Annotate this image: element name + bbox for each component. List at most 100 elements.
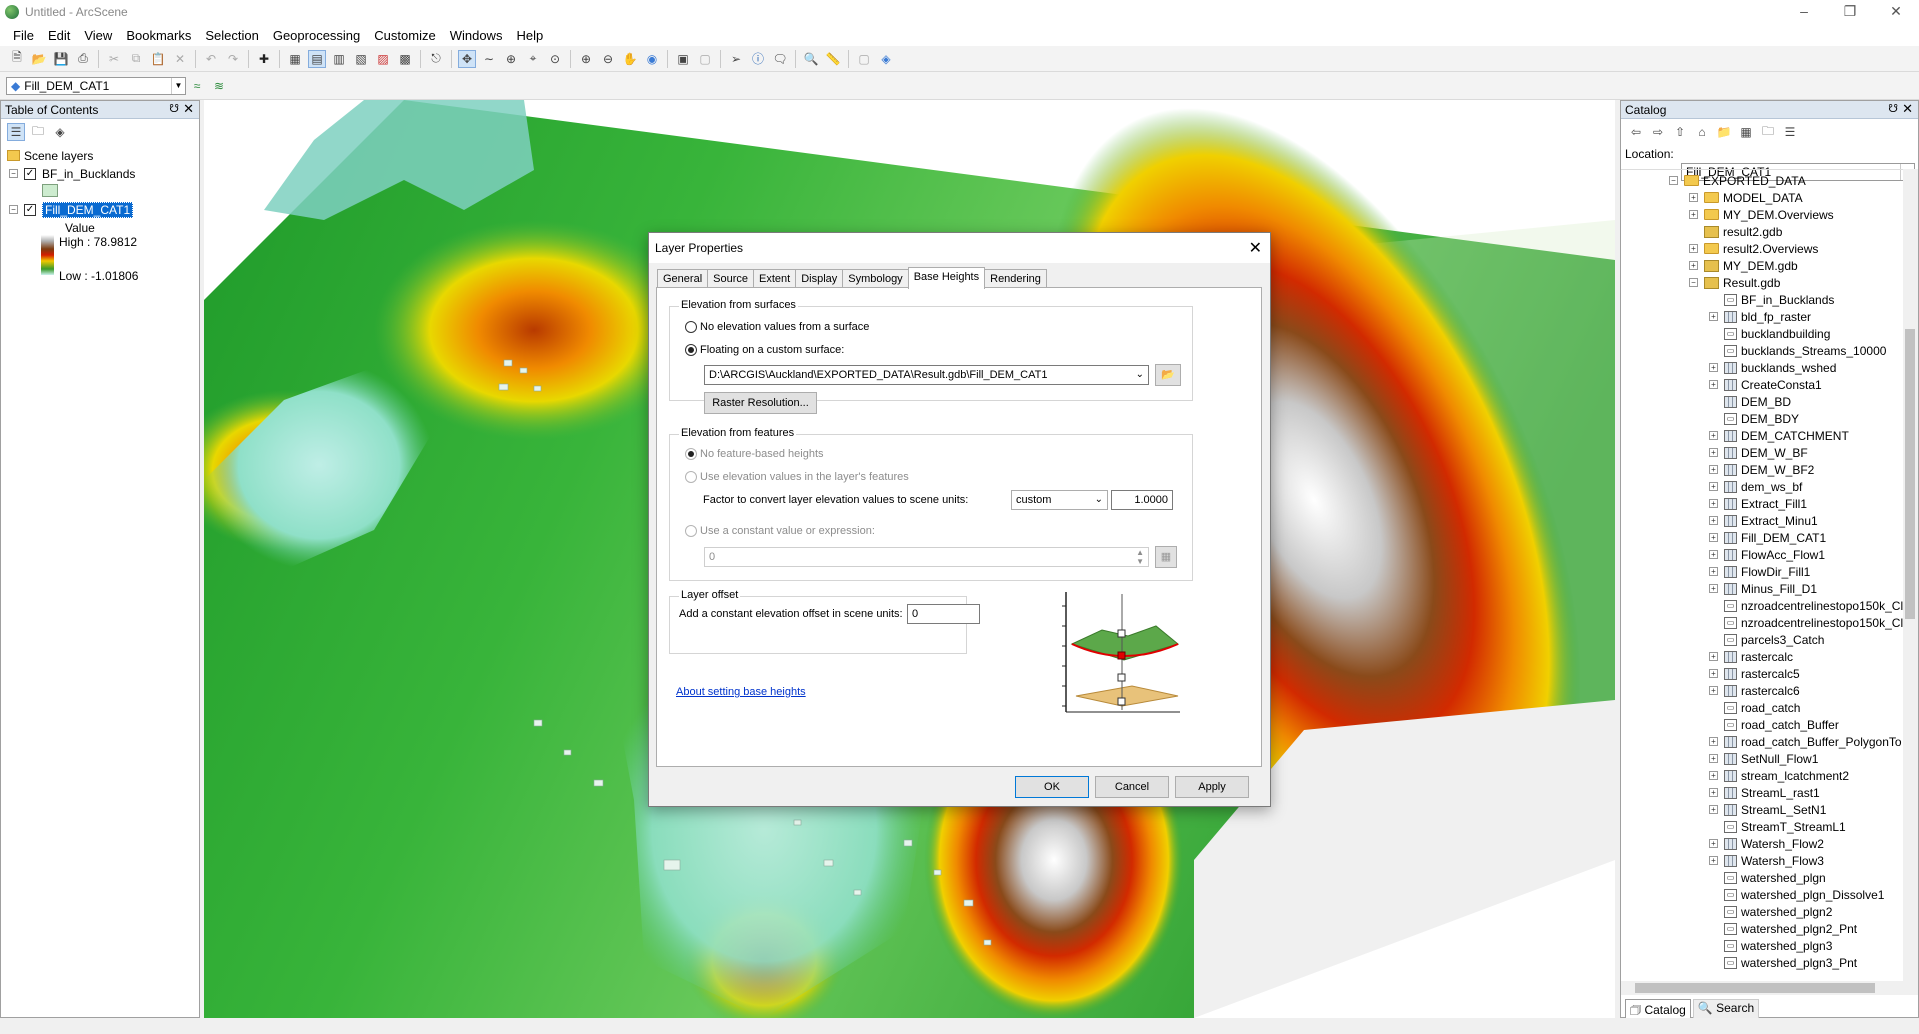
select-elements-icon[interactable]: ➢ [730,51,742,66]
expand-icon[interactable]: + [1709,448,1718,457]
about-base-heights-link[interactable]: About setting base heights [676,686,806,698]
catalog-item[interactable]: ▭ DEM_BDY [1709,410,1799,427]
catalog-item[interactable]: + DEM_W_BF2 [1709,461,1814,478]
expand-icon[interactable]: + [1709,380,1718,389]
expand-icon[interactable]: + [1709,686,1718,695]
floating-surface-radio[interactable] [685,344,697,356]
catalog-item[interactable]: + road_catch_Buffer_PolygonTo [1709,733,1902,750]
expand-icon[interactable]: + [1709,652,1718,661]
catalog-item[interactable]: ▭ bucklandbuilding [1709,325,1830,342]
expand-icon[interactable]: + [1709,363,1718,372]
catalog-item[interactable]: + MODEL_DATA [1689,189,1803,206]
catalog-item[interactable]: + result2.Overviews [1689,240,1818,257]
catalog-item[interactable]: + bucklands_wshed [1709,359,1836,376]
catalog-item[interactable]: + rastercalc [1709,648,1793,665]
expand-icon[interactable]: + [1709,567,1718,576]
catalog-horizontal-scrollbar[interactable] [1621,981,1918,995]
use-elevation-values-radio[interactable] [685,471,697,483]
catalog-item[interactable]: + FlowAcc_Flow1 [1709,546,1825,563]
cut-icon[interactable]: ✂ [108,51,120,66]
list-by-visibility-icon[interactable]: ◈ [55,125,65,139]
catalog-item[interactable]: + Minus_Fill_D1 [1709,580,1817,597]
expand-icon[interactable]: + [1689,193,1698,202]
expand-icon[interactable]: + [1709,584,1718,593]
raster-resolution-button[interactable]: Raster Resolution... [704,392,817,414]
measure-icon[interactable]: 📏 [825,51,841,66]
apply-button[interactable]: Apply [1175,776,1249,798]
menu-bookmarks[interactable]: Bookmarks [126,27,192,43]
use-constant-radio[interactable] [685,525,697,537]
close-icon[interactable]: ✕ [183,101,194,116]
tab-display[interactable]: Display [795,269,844,288]
zoom-out-icon[interactable]: ⊖ [602,51,614,66]
select-features-icon[interactable]: ▣ [677,51,689,66]
home-folder-icon[interactable]: ⌂ [1698,125,1706,139]
menu-help[interactable]: Help [516,27,544,43]
catalog-item[interactable]: − EXPORTED_DATA [1669,172,1806,189]
new-document-icon[interactable]: 🗎 [12,50,22,64]
factor-unit-select[interactable]: custom ⌄ [1011,490,1108,510]
expand-icon[interactable]: + [1689,261,1698,270]
add-data-icon[interactable]: ✚ [258,51,270,66]
expand-icon[interactable]: + [1709,550,1718,559]
layer-row-bf[interactable]: − ✓ BF_in_Bucklands [9,165,135,182]
expand-icon[interactable]: + [1709,669,1718,678]
list-by-source-icon[interactable]: 🗀 [31,123,44,138]
expand-icon[interactable]: + [1709,482,1718,491]
tab-source[interactable]: Source [707,269,754,288]
undo-icon[interactable]: ↶ [205,51,217,66]
navigate-tool-icon[interactable]: ✥ [458,49,476,68]
html-popup-icon[interactable]: 🗨 [772,51,788,66]
catalog-item[interactable]: ▭ watershed_plgn [1709,869,1826,886]
paste-icon[interactable]: 📋 [150,51,166,66]
set-observer-icon[interactable]: ⊙ [549,51,561,66]
layer-combo[interactable]: ◆ Fill_DEM_CAT1 ▼ [6,76,186,95]
open-icon[interactable]: 📂 [31,51,47,66]
catalog-item[interactable]: + rastercalc6 [1709,682,1800,699]
delete-icon[interactable]: ✕ [174,51,186,66]
tab-symbology[interactable]: Symbology [842,269,909,288]
catalog-item[interactable]: + MY_DEM.gdb [1689,257,1798,274]
menu-file[interactable]: File [13,27,34,43]
clear-selection-icon[interactable]: ▢ [699,51,711,66]
catalog-item[interactable]: ▭ watershed_plgn_Dissolve1 [1709,886,1884,903]
zoom-in-icon[interactable]: ⊕ [580,51,592,66]
toc-window-icon[interactable]: ▤ [308,49,326,68]
catalog-item[interactable]: result2.gdb [1689,223,1782,240]
catalog-item[interactable]: ▭ road_catch [1709,699,1800,716]
toggle-contents-icon[interactable]: ☰ [1784,125,1796,139]
catalog-item[interactable]: + Watersh_Flow3 [1709,852,1824,869]
print-icon[interactable]: ⎙ [78,51,88,65]
redo-icon[interactable]: ↷ [227,51,239,66]
browse-surface-button[interactable]: 📂 [1155,364,1181,386]
list-by-drawing-order-icon[interactable]: ☰ [7,123,25,141]
fly-tool-icon[interactable]: ∼ [483,51,495,66]
new-folder-icon[interactable]: 🗀 [1761,123,1774,138]
expand-icon[interactable]: + [1709,754,1718,763]
catalog-item[interactable]: + CreateConsta1 [1709,376,1822,393]
menu-geoprocessing[interactable]: Geoprocessing [272,27,361,43]
constant-expression-input[interactable]: 0 ▲ ▼ [704,547,1149,567]
catalog-window-icon[interactable]: ▥ [333,51,345,66]
expression-builder-button[interactable]: ▦ [1155,546,1177,568]
offset-value-input[interactable]: 0 [907,604,980,624]
layer-row-fill-dem[interactable]: − ✓ Fill_DEM_CAT1 [9,201,134,218]
catalog-item[interactable]: ▭ StreamT_StreamL1 [1709,818,1846,835]
menu-view[interactable]: View [84,27,113,43]
steepest-path-icon[interactable]: ≋ [213,78,225,93]
catalog-item[interactable]: ▭ BF_in_Bucklands [1709,291,1834,308]
catalog-item[interactable]: ▭ nzroadcentrelinestopo150k_Cl [1709,614,1903,631]
catalog-item[interactable]: + StreamL_rast1 [1709,784,1820,801]
expand-icon[interactable]: + [1689,210,1698,219]
layer-label-fill-dem[interactable]: Fill_DEM_CAT1 [42,201,134,218]
catalog-item[interactable]: + MY_DEM.Overviews [1689,206,1834,223]
catalog-item[interactable]: + Extract_Minu1 [1709,512,1818,529]
close-icon[interactable]: ✕ [1902,101,1913,116]
full-extent-icon[interactable]: ◉ [646,51,658,66]
expand-icon[interactable]: + [1709,312,1718,321]
tab-rendering[interactable]: Rendering [984,269,1047,288]
catalog-item[interactable]: + FlowDir_Fill1 [1709,563,1810,580]
tab-base-heights[interactable]: Base Heights [907,267,986,289]
no-feature-heights-radio[interactable] [685,448,697,460]
expand-icon[interactable]: + [1709,805,1718,814]
